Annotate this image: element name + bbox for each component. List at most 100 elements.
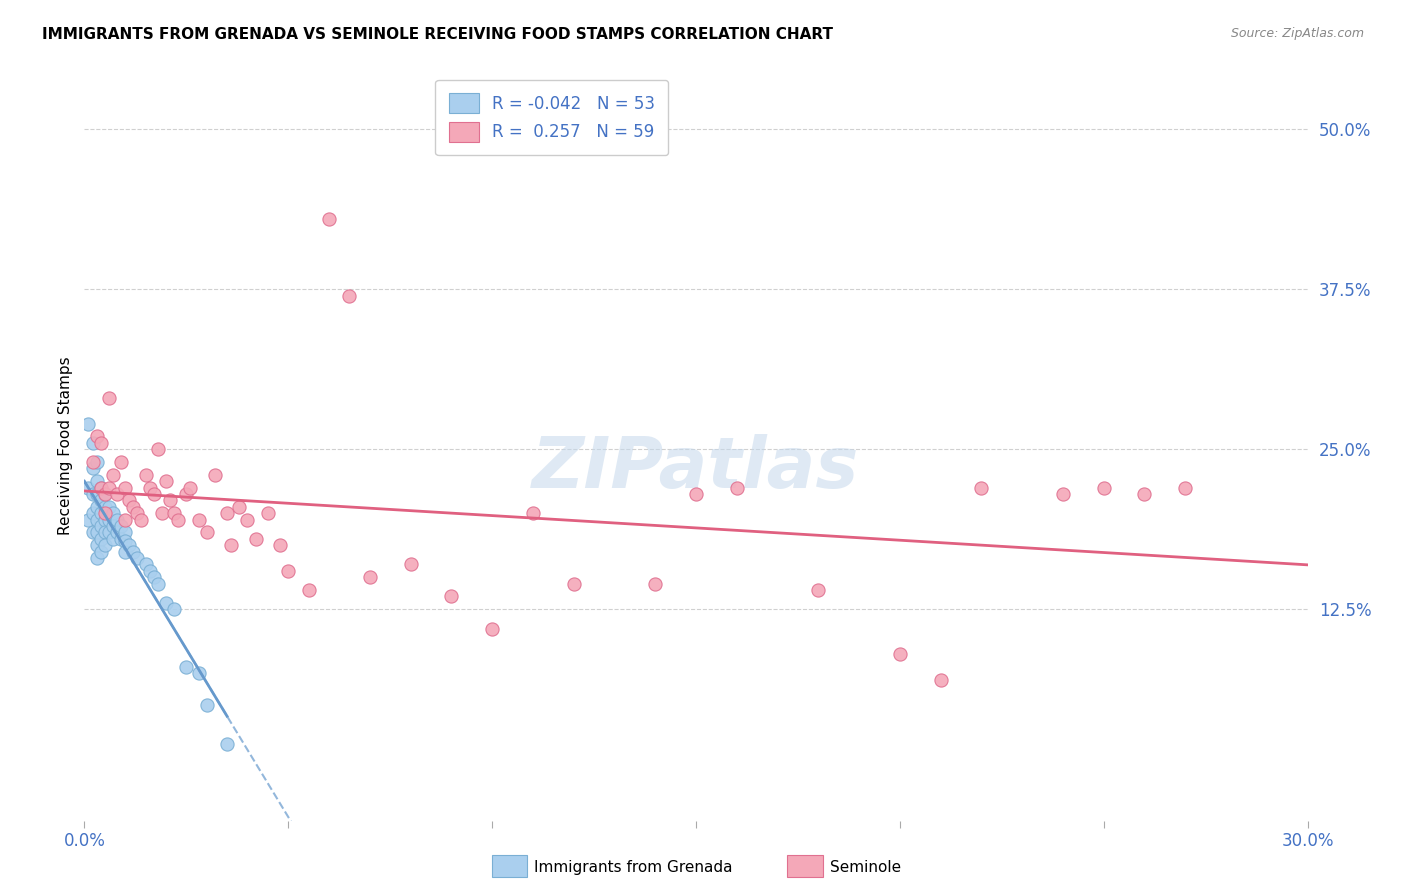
Point xyxy=(142,487,165,501)
Point xyxy=(118,538,141,552)
Point xyxy=(82,487,104,501)
Point xyxy=(86,551,108,566)
Point xyxy=(138,564,160,578)
Point xyxy=(399,558,422,572)
Point xyxy=(135,558,157,572)
Point xyxy=(174,487,197,501)
Point xyxy=(82,455,104,469)
Point xyxy=(90,532,112,546)
Point xyxy=(127,506,149,520)
Point xyxy=(82,525,104,540)
Point xyxy=(90,481,112,495)
Point xyxy=(93,487,115,501)
Point xyxy=(93,538,115,552)
Point xyxy=(155,596,177,610)
Point xyxy=(146,576,169,591)
Point xyxy=(86,525,108,540)
Point xyxy=(195,698,218,713)
Point xyxy=(146,442,169,457)
Point xyxy=(217,506,239,520)
Point xyxy=(167,513,190,527)
Point xyxy=(481,622,503,636)
Point xyxy=(187,666,209,681)
Point xyxy=(86,487,108,501)
Point xyxy=(97,500,120,514)
Point xyxy=(77,513,100,527)
Point xyxy=(217,737,239,751)
Point xyxy=(86,500,108,514)
Point xyxy=(138,481,160,495)
Point xyxy=(93,500,115,514)
Point xyxy=(163,506,186,520)
Point xyxy=(339,288,361,302)
Point xyxy=(101,467,124,482)
Point xyxy=(82,506,104,520)
Point xyxy=(93,506,115,520)
Point xyxy=(90,544,112,558)
Point xyxy=(1174,481,1197,495)
Point xyxy=(298,583,321,598)
Point xyxy=(219,538,242,552)
Point xyxy=(93,513,115,527)
Point xyxy=(114,513,136,527)
Point xyxy=(889,647,911,661)
Point xyxy=(228,500,250,514)
Text: ZIPatlas: ZIPatlas xyxy=(533,434,859,503)
Y-axis label: Receiving Food Stamps: Receiving Food Stamps xyxy=(58,357,73,535)
Point xyxy=(135,467,157,482)
Point xyxy=(82,435,104,450)
Point xyxy=(97,391,120,405)
Point xyxy=(110,532,132,546)
Point xyxy=(90,519,112,533)
Point xyxy=(150,506,173,520)
Point xyxy=(101,532,124,546)
Point xyxy=(90,481,112,495)
Point xyxy=(86,474,108,488)
Point xyxy=(122,500,145,514)
Point xyxy=(82,461,104,475)
Point xyxy=(187,513,209,527)
Point xyxy=(245,532,267,546)
Point xyxy=(318,211,340,226)
Point xyxy=(77,481,100,495)
Text: IMMIGRANTS FROM GRENADA VS SEMINOLE RECEIVING FOOD STAMPS CORRELATION CHART: IMMIGRANTS FROM GRENADA VS SEMINOLE RECE… xyxy=(42,27,834,42)
Point xyxy=(127,551,149,566)
Point xyxy=(163,602,186,616)
Point xyxy=(101,519,124,533)
Point xyxy=(118,493,141,508)
Point xyxy=(522,506,544,520)
Point xyxy=(807,583,830,598)
Point xyxy=(685,487,707,501)
Point xyxy=(195,525,218,540)
Point xyxy=(93,525,115,540)
Point xyxy=(122,544,145,558)
Point xyxy=(179,481,201,495)
Point xyxy=(277,564,299,578)
Point xyxy=(90,506,112,520)
Point xyxy=(110,455,132,469)
Point xyxy=(269,538,291,552)
Point xyxy=(725,481,748,495)
Text: Seminole: Seminole xyxy=(830,861,901,875)
Point xyxy=(131,513,153,527)
Point xyxy=(105,513,128,527)
Point xyxy=(562,576,585,591)
Point xyxy=(114,481,136,495)
Point xyxy=(97,525,120,540)
Point xyxy=(86,538,108,552)
Point xyxy=(929,673,952,687)
Point xyxy=(101,506,124,520)
Point xyxy=(359,570,381,584)
Point xyxy=(114,534,136,549)
Point xyxy=(1092,481,1115,495)
Point xyxy=(93,487,115,501)
Point xyxy=(257,506,280,520)
Point xyxy=(970,481,993,495)
Point xyxy=(155,474,177,488)
Point xyxy=(1052,487,1074,501)
Point xyxy=(236,513,259,527)
Point xyxy=(174,660,197,674)
Point xyxy=(159,493,181,508)
Point xyxy=(644,576,666,591)
Text: Immigrants from Grenada: Immigrants from Grenada xyxy=(534,861,733,875)
